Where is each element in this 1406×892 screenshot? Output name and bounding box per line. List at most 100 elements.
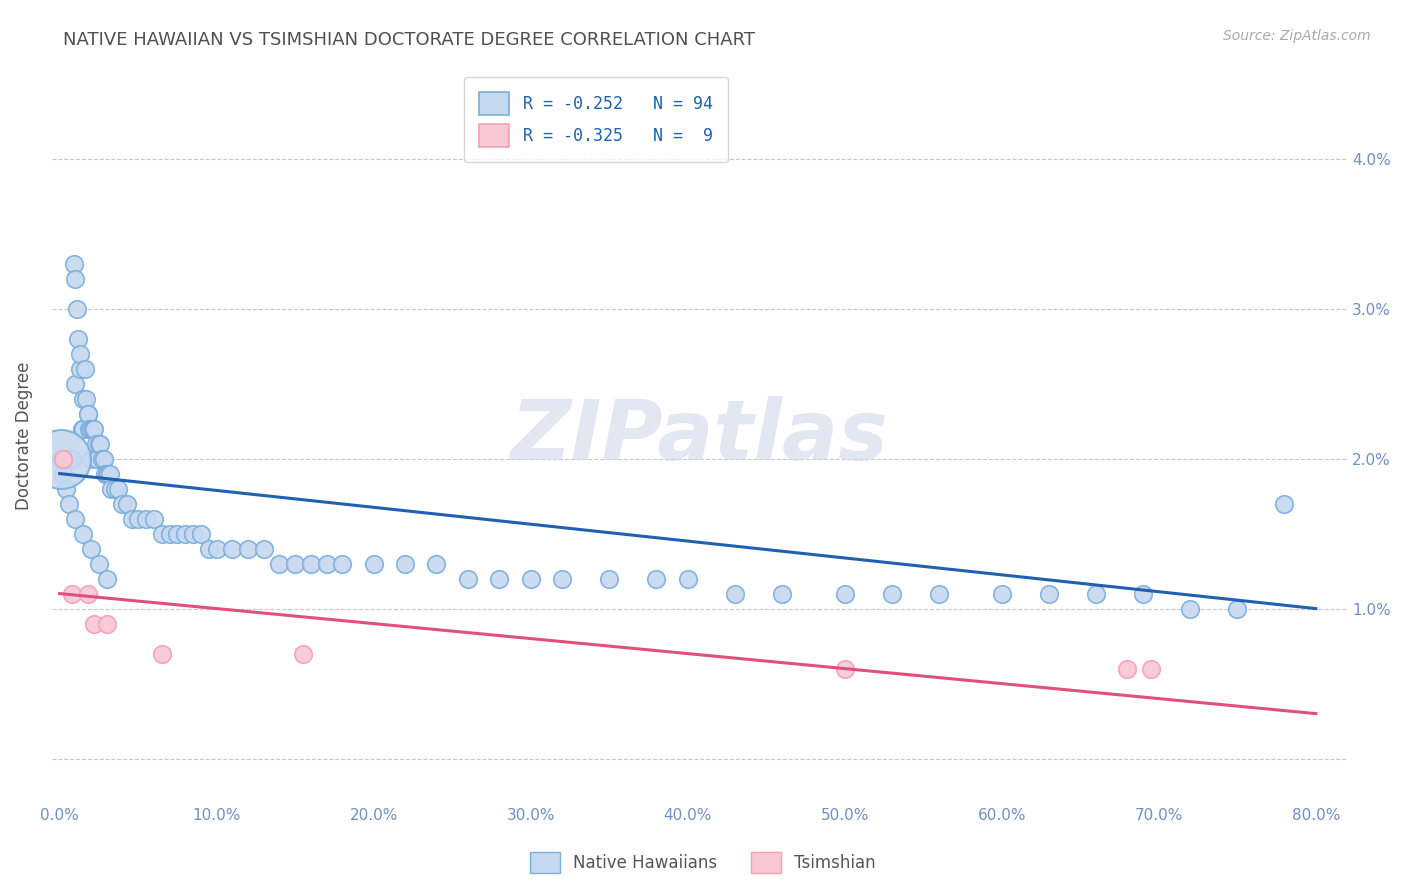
Point bbox=[52, 451, 75, 466]
Point bbox=[834, 662, 856, 676]
Point bbox=[142, 511, 165, 525]
Point bbox=[645, 572, 668, 586]
Point bbox=[52, 467, 75, 481]
Point bbox=[62, 256, 84, 270]
Point bbox=[60, 586, 83, 600]
Point bbox=[676, 572, 699, 586]
Point bbox=[107, 482, 129, 496]
Point bbox=[1140, 662, 1163, 676]
Point bbox=[159, 526, 181, 541]
Point bbox=[98, 467, 121, 481]
Point bbox=[519, 572, 541, 586]
Point bbox=[299, 557, 322, 571]
Point bbox=[52, 451, 75, 466]
Legend: R = -0.252   N = 94, R = -0.325   N =  9: R = -0.252 N = 94, R = -0.325 N = 9 bbox=[464, 77, 727, 162]
Point bbox=[65, 376, 87, 391]
Point bbox=[72, 526, 94, 541]
Point bbox=[79, 421, 101, 435]
Point bbox=[94, 467, 117, 481]
Point bbox=[65, 271, 87, 285]
Point bbox=[205, 541, 228, 556]
Point bbox=[80, 541, 103, 556]
Point bbox=[991, 586, 1014, 600]
Point bbox=[75, 392, 97, 406]
Point bbox=[551, 572, 574, 586]
Point bbox=[67, 332, 90, 346]
Point bbox=[82, 421, 104, 435]
Point bbox=[53, 451, 76, 466]
Point bbox=[76, 407, 98, 421]
Point bbox=[96, 467, 118, 481]
Point bbox=[315, 557, 337, 571]
Point bbox=[174, 526, 197, 541]
Point bbox=[269, 557, 291, 571]
Point bbox=[1226, 601, 1249, 615]
Text: Source: ZipAtlas.com: Source: ZipAtlas.com bbox=[1223, 29, 1371, 43]
Point bbox=[834, 586, 856, 600]
Point bbox=[69, 346, 91, 360]
Point bbox=[330, 557, 353, 571]
Point bbox=[55, 451, 77, 466]
Point bbox=[457, 572, 479, 586]
Point bbox=[83, 421, 105, 435]
Point bbox=[70, 421, 93, 435]
Point bbox=[363, 557, 385, 571]
Point bbox=[76, 407, 98, 421]
Point bbox=[55, 482, 77, 496]
Point bbox=[56, 451, 79, 466]
Point bbox=[76, 586, 98, 600]
Point bbox=[96, 572, 118, 586]
Point bbox=[1038, 586, 1060, 600]
Point bbox=[1180, 601, 1202, 615]
Point bbox=[488, 572, 510, 586]
Point bbox=[100, 482, 122, 496]
Point bbox=[284, 557, 307, 571]
Point bbox=[89, 436, 111, 450]
Point bbox=[880, 586, 903, 600]
Point bbox=[253, 541, 276, 556]
Point bbox=[103, 482, 125, 496]
Point bbox=[1274, 497, 1296, 511]
Y-axis label: Doctorate Degree: Doctorate Degree bbox=[15, 362, 32, 510]
Point bbox=[928, 586, 950, 600]
Point bbox=[770, 586, 793, 600]
Point bbox=[135, 511, 157, 525]
Point bbox=[80, 421, 103, 435]
Point bbox=[86, 451, 108, 466]
Point bbox=[93, 451, 115, 466]
Point bbox=[69, 361, 91, 376]
Point bbox=[1116, 662, 1139, 676]
Point bbox=[83, 616, 105, 631]
Point bbox=[724, 586, 747, 600]
Point bbox=[1132, 586, 1154, 600]
Point bbox=[65, 511, 87, 525]
Point bbox=[66, 301, 89, 316]
Point bbox=[598, 572, 620, 586]
Point bbox=[72, 421, 94, 435]
Text: NATIVE HAWAIIAN VS TSIMSHIAN DOCTORATE DEGREE CORRELATION CHART: NATIVE HAWAIIAN VS TSIMSHIAN DOCTORATE D… bbox=[63, 31, 755, 49]
Point bbox=[58, 497, 80, 511]
Point bbox=[58, 451, 80, 466]
Point bbox=[150, 647, 173, 661]
Point bbox=[51, 451, 73, 466]
Point bbox=[80, 451, 103, 466]
Point bbox=[59, 451, 82, 466]
Point bbox=[96, 616, 118, 631]
Point bbox=[127, 511, 149, 525]
Point bbox=[73, 361, 96, 376]
Point bbox=[72, 392, 94, 406]
Point bbox=[56, 451, 79, 466]
Point bbox=[181, 526, 204, 541]
Point bbox=[166, 526, 188, 541]
Point bbox=[111, 497, 134, 511]
Point bbox=[425, 557, 447, 571]
Point bbox=[91, 451, 114, 466]
Point bbox=[121, 511, 143, 525]
Point bbox=[236, 541, 259, 556]
Legend: Native Hawaiians, Tsimshian: Native Hawaiians, Tsimshian bbox=[523, 846, 883, 880]
Point bbox=[190, 526, 212, 541]
Point bbox=[60, 451, 83, 466]
Point bbox=[51, 451, 73, 466]
Point bbox=[115, 497, 138, 511]
Point bbox=[87, 436, 110, 450]
